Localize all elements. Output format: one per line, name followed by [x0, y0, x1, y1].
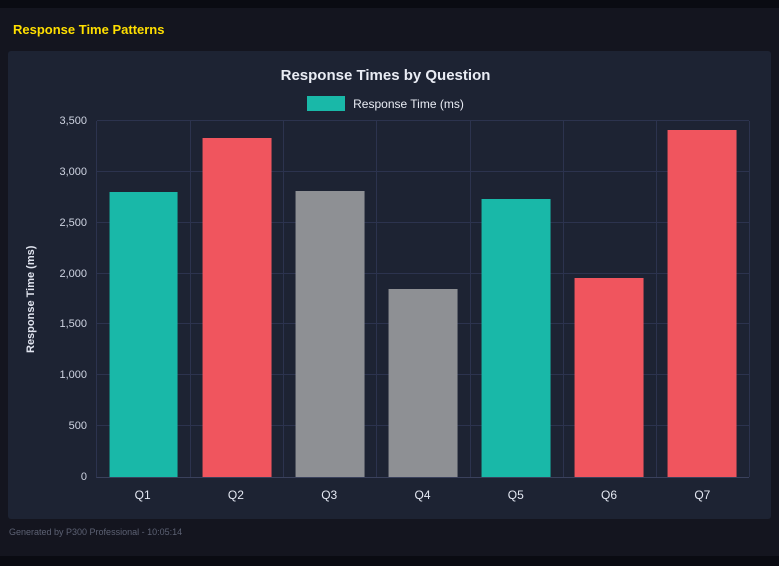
y-tick-label: 0	[80, 471, 87, 483]
gridline-horizontal	[97, 272, 749, 274]
x-tick-label: Q1	[134, 488, 151, 502]
legend-swatch	[307, 96, 346, 111]
chart-panel: Response Times by Question Response Time…	[8, 51, 771, 519]
bar-Q2	[202, 138, 272, 477]
bar-Q1	[109, 192, 179, 477]
gridline-horizontal	[97, 170, 749, 172]
x-tick-label: Q6	[601, 488, 618, 502]
gridline-horizontal	[97, 221, 749, 223]
gridline-vertical	[376, 121, 378, 477]
chart-legend[interactable]: Response Time (ms)	[22, 96, 749, 111]
gridline-vertical	[749, 121, 750, 477]
gridline-vertical	[190, 121, 192, 477]
bar-Q3	[295, 191, 365, 477]
bottom-bar	[0, 556, 779, 566]
top-bar	[0, 0, 779, 8]
y-axis-title: Response Time (ms)	[25, 245, 37, 353]
gridline-vertical	[562, 121, 564, 477]
gridline-vertical	[283, 121, 285, 477]
plot-column: 0 500 1,000 1,500 2,000 2,500 3,000 3,500 Q1 Q2 Q…	[59, 115, 750, 508]
page-title: Response Time Patterns	[13, 22, 165, 37]
chart-area: Response Time (ms) 0 500 1,000 1,500 2,000 2,…	[22, 115, 750, 508]
x-tick-label: Q3	[321, 488, 338, 502]
y-tick-label: 2,000	[59, 267, 87, 280]
y-tick-label: 1,500	[59, 318, 87, 331]
plot-area: 0 500 1,000 1,500 2,000 2,500 3,000 3,500	[59, 115, 750, 483]
y-tick-label: 3,000	[59, 165, 87, 178]
bar-Q6	[574, 277, 644, 477]
gridline-vertical	[655, 121, 657, 477]
x-tick-label: Q5	[507, 488, 524, 502]
y-tick-label: 3,500	[59, 115, 87, 127]
gridline-horizontal	[97, 120, 749, 121]
gridline-vertical	[469, 121, 471, 477]
chart-title: Response Times by Question	[280, 67, 491, 84]
bar-Q5	[481, 198, 551, 477]
y-tick-label: 2,500	[59, 216, 87, 229]
bar-Q7	[667, 130, 737, 477]
legend-label: Response Time (ms)	[353, 96, 464, 111]
x-tick-label: Q2	[227, 488, 244, 502]
y-tick-label: 1,000	[59, 369, 87, 382]
x-axis-labels: Q1 Q2 Q3 Q4 Q5 Q6 Q7	[96, 478, 749, 508]
footer-text: Generated by P300 Professional - 10:05:1…	[9, 527, 183, 537]
x-tick-label: Q4	[414, 488, 431, 502]
bar-Q4	[388, 289, 458, 477]
x-tick-label: Q7	[694, 488, 711, 502]
y-tick-label: 500	[68, 420, 87, 433]
